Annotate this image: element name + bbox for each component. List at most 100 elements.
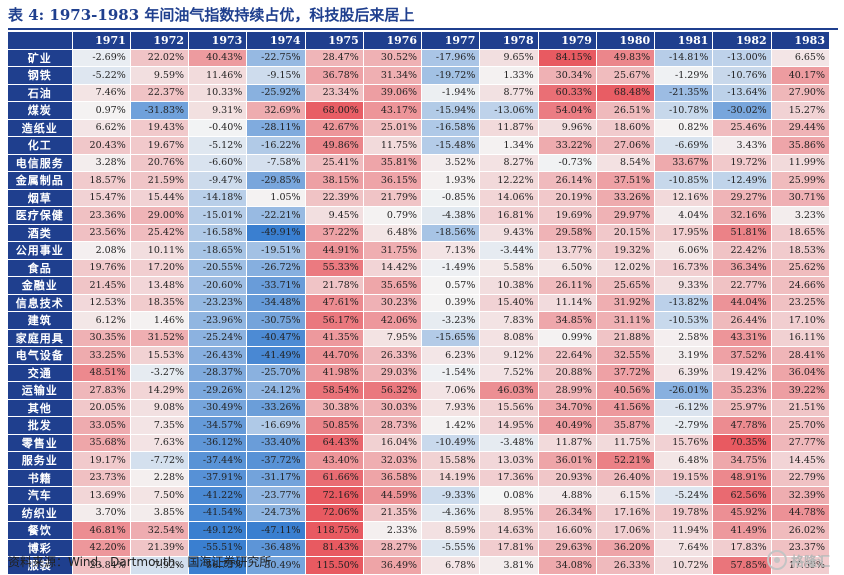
- table-cell: 2.08%: [72, 241, 131, 260]
- table-cell: 27.06%: [596, 136, 656, 155]
- table-cell: -49.12%: [188, 521, 248, 540]
- table-cell: 7.83%: [479, 311, 539, 330]
- table-row: 服装 23.84% -7.92% -56.73% -30.49% 115.50% 36.49…: [8, 556, 831, 575]
- table-row: 电气设备 33.25% 15.53% -26.43% -41.49% 44.70% 26.3…: [8, 346, 831, 365]
- table-cell: 12.22%: [479, 171, 539, 190]
- table-cell: 23.37%: [771, 539, 831, 557]
- table-cell: 26.40%: [596, 469, 656, 487]
- table-cell: 21.35%: [363, 504, 423, 522]
- table-cell: -16.58%: [421, 119, 481, 137]
- table-cell: 64.43%: [305, 434, 364, 452]
- table-cell: -26.01%: [654, 381, 714, 400]
- title-rule: [8, 28, 838, 30]
- table-cell: 27.90%: [771, 84, 831, 102]
- table-cell: 22.79%: [771, 469, 831, 487]
- table-cell: -36.48%: [246, 539, 306, 557]
- table-cell: 21.88%: [596, 329, 656, 347]
- table-cell: -28.37%: [188, 364, 248, 382]
- table-cell: 26.33%: [363, 346, 423, 365]
- year-header: 1979: [538, 32, 597, 50]
- table-cell: 7.93%: [421, 399, 481, 417]
- table-cell: -9.47%: [188, 171, 248, 190]
- table-cell: 45.92%: [712, 504, 772, 522]
- table-cell: -18.56%: [421, 224, 481, 242]
- table-cell: 35.65%: [363, 276, 423, 295]
- table-cell: 19.69%: [538, 206, 597, 225]
- table-cell: -16.58%: [188, 224, 248, 242]
- table-cell: -3.27%: [130, 364, 190, 382]
- table-cell: -19.72%: [421, 66, 481, 85]
- table-cell: -40.47%: [246, 329, 306, 347]
- table-cell: 42.06%: [363, 311, 423, 330]
- table-cell: 34.08%: [538, 556, 597, 575]
- table-row: 化工 20.43% 19.67% -5.12% -16.22% 49.86% 11.75% -…: [8, 136, 831, 155]
- table-cell: 35.68%: [72, 434, 131, 452]
- table-cell: 11.75%: [596, 434, 656, 452]
- table-cell: 41.56%: [596, 399, 656, 417]
- table-cell: 4.88%: [538, 486, 597, 505]
- table-cell: 13.48%: [130, 276, 190, 295]
- table-cell: 36.01%: [538, 451, 597, 470]
- table-cell: 7.13%: [421, 241, 481, 260]
- row-label: 家庭用具: [8, 329, 73, 347]
- table-cell: 11.87%: [538, 434, 597, 452]
- table-cell: 31.34%: [363, 66, 423, 85]
- table-cell: 21.59%: [130, 171, 190, 190]
- table-cell: 11.46%: [188, 66, 248, 85]
- table-cell: 23.36%: [72, 206, 131, 225]
- table-cell: 68.00%: [305, 101, 364, 120]
- table-cell: 17.95%: [654, 224, 714, 242]
- table-cell: 1.33%: [479, 66, 539, 85]
- table-cell: 25.62%: [771, 259, 831, 277]
- table-row: 信息技术 12.53% 18.35% -23.23% -34.48% 47.61% 30.2…: [8, 294, 831, 312]
- table-row: 金融业 21.45% 13.48% -20.60% -33.71% 21.78% 35.65…: [8, 276, 831, 295]
- table-cell: -56.73%: [188, 556, 248, 575]
- table-cell: 20.19%: [538, 189, 597, 207]
- table-cell: 41.35%: [305, 329, 364, 347]
- table-row: 博彩 42.20% 21.39% -55.51% -36.48% 81.43% 28.27%…: [8, 539, 831, 557]
- table-cell: 29.00%: [130, 206, 190, 225]
- row-label: 公用事业: [8, 241, 73, 260]
- table-cell: 8.54%: [596, 154, 656, 172]
- table-cell: -30.02%: [712, 101, 772, 120]
- year-header: 1978: [479, 32, 539, 50]
- table-cell: 5.58%: [479, 259, 539, 277]
- table-row: 煤炭 0.97% -31.83% 9.31% 32.69% 68.00% 43.17% -15…: [8, 101, 831, 120]
- table-cell: -22.21%: [246, 206, 306, 225]
- table-cell: 40.49%: [538, 416, 597, 435]
- table-cell: 55.33%: [305, 259, 364, 277]
- table-cell: -9.33%: [421, 486, 481, 505]
- table-cell: 0.97%: [72, 101, 131, 120]
- table-cell: -25.24%: [188, 329, 248, 347]
- table-row: 石油 7.46% 22.37% 10.33% -25.92% 23.34% 39.06% -1…: [8, 84, 831, 102]
- table-cell: 25.01%: [363, 119, 423, 137]
- table-cell: 44.59%: [363, 486, 423, 505]
- table-cell: -23.96%: [188, 311, 248, 330]
- table-cell: -30.49%: [246, 556, 306, 575]
- table-cell: -15.94%: [421, 101, 481, 120]
- table-cell: 37.22%: [305, 224, 364, 242]
- row-label: 运输业: [8, 381, 73, 400]
- row-label: 电信服务: [8, 154, 73, 172]
- table-cell: 32.54%: [130, 521, 190, 540]
- table-cell: 14.95%: [479, 416, 539, 435]
- row-label: 矿业: [8, 49, 73, 67]
- table-cell: 17.16%: [596, 504, 656, 522]
- table-cell: -15.01%: [188, 206, 248, 225]
- table-cell: 21.39%: [130, 539, 190, 557]
- table-cell: -37.91%: [188, 469, 248, 487]
- row-label: 服装: [8, 556, 73, 575]
- table-row: 食品 19.76% 17.20% -20.55% -26.72% 55.33% 14.42%…: [8, 259, 831, 277]
- table-cell: -4.38%: [421, 206, 481, 225]
- table-cell: 7.95%: [363, 329, 423, 347]
- table-cell: 30.35%: [72, 329, 131, 347]
- table-cell: -23.23%: [188, 294, 248, 312]
- table-cell: 8.77%: [479, 84, 539, 102]
- table-cell: 27.83%: [72, 381, 131, 400]
- table-cell: -7.58%: [246, 154, 306, 172]
- table-cell: -13.00%: [712, 49, 772, 67]
- table-cell: 18.57%: [72, 171, 131, 190]
- table-cell: -10.78%: [654, 101, 714, 120]
- table-cell: 19.43%: [130, 119, 190, 137]
- table-cell: -10.76%: [712, 66, 772, 85]
